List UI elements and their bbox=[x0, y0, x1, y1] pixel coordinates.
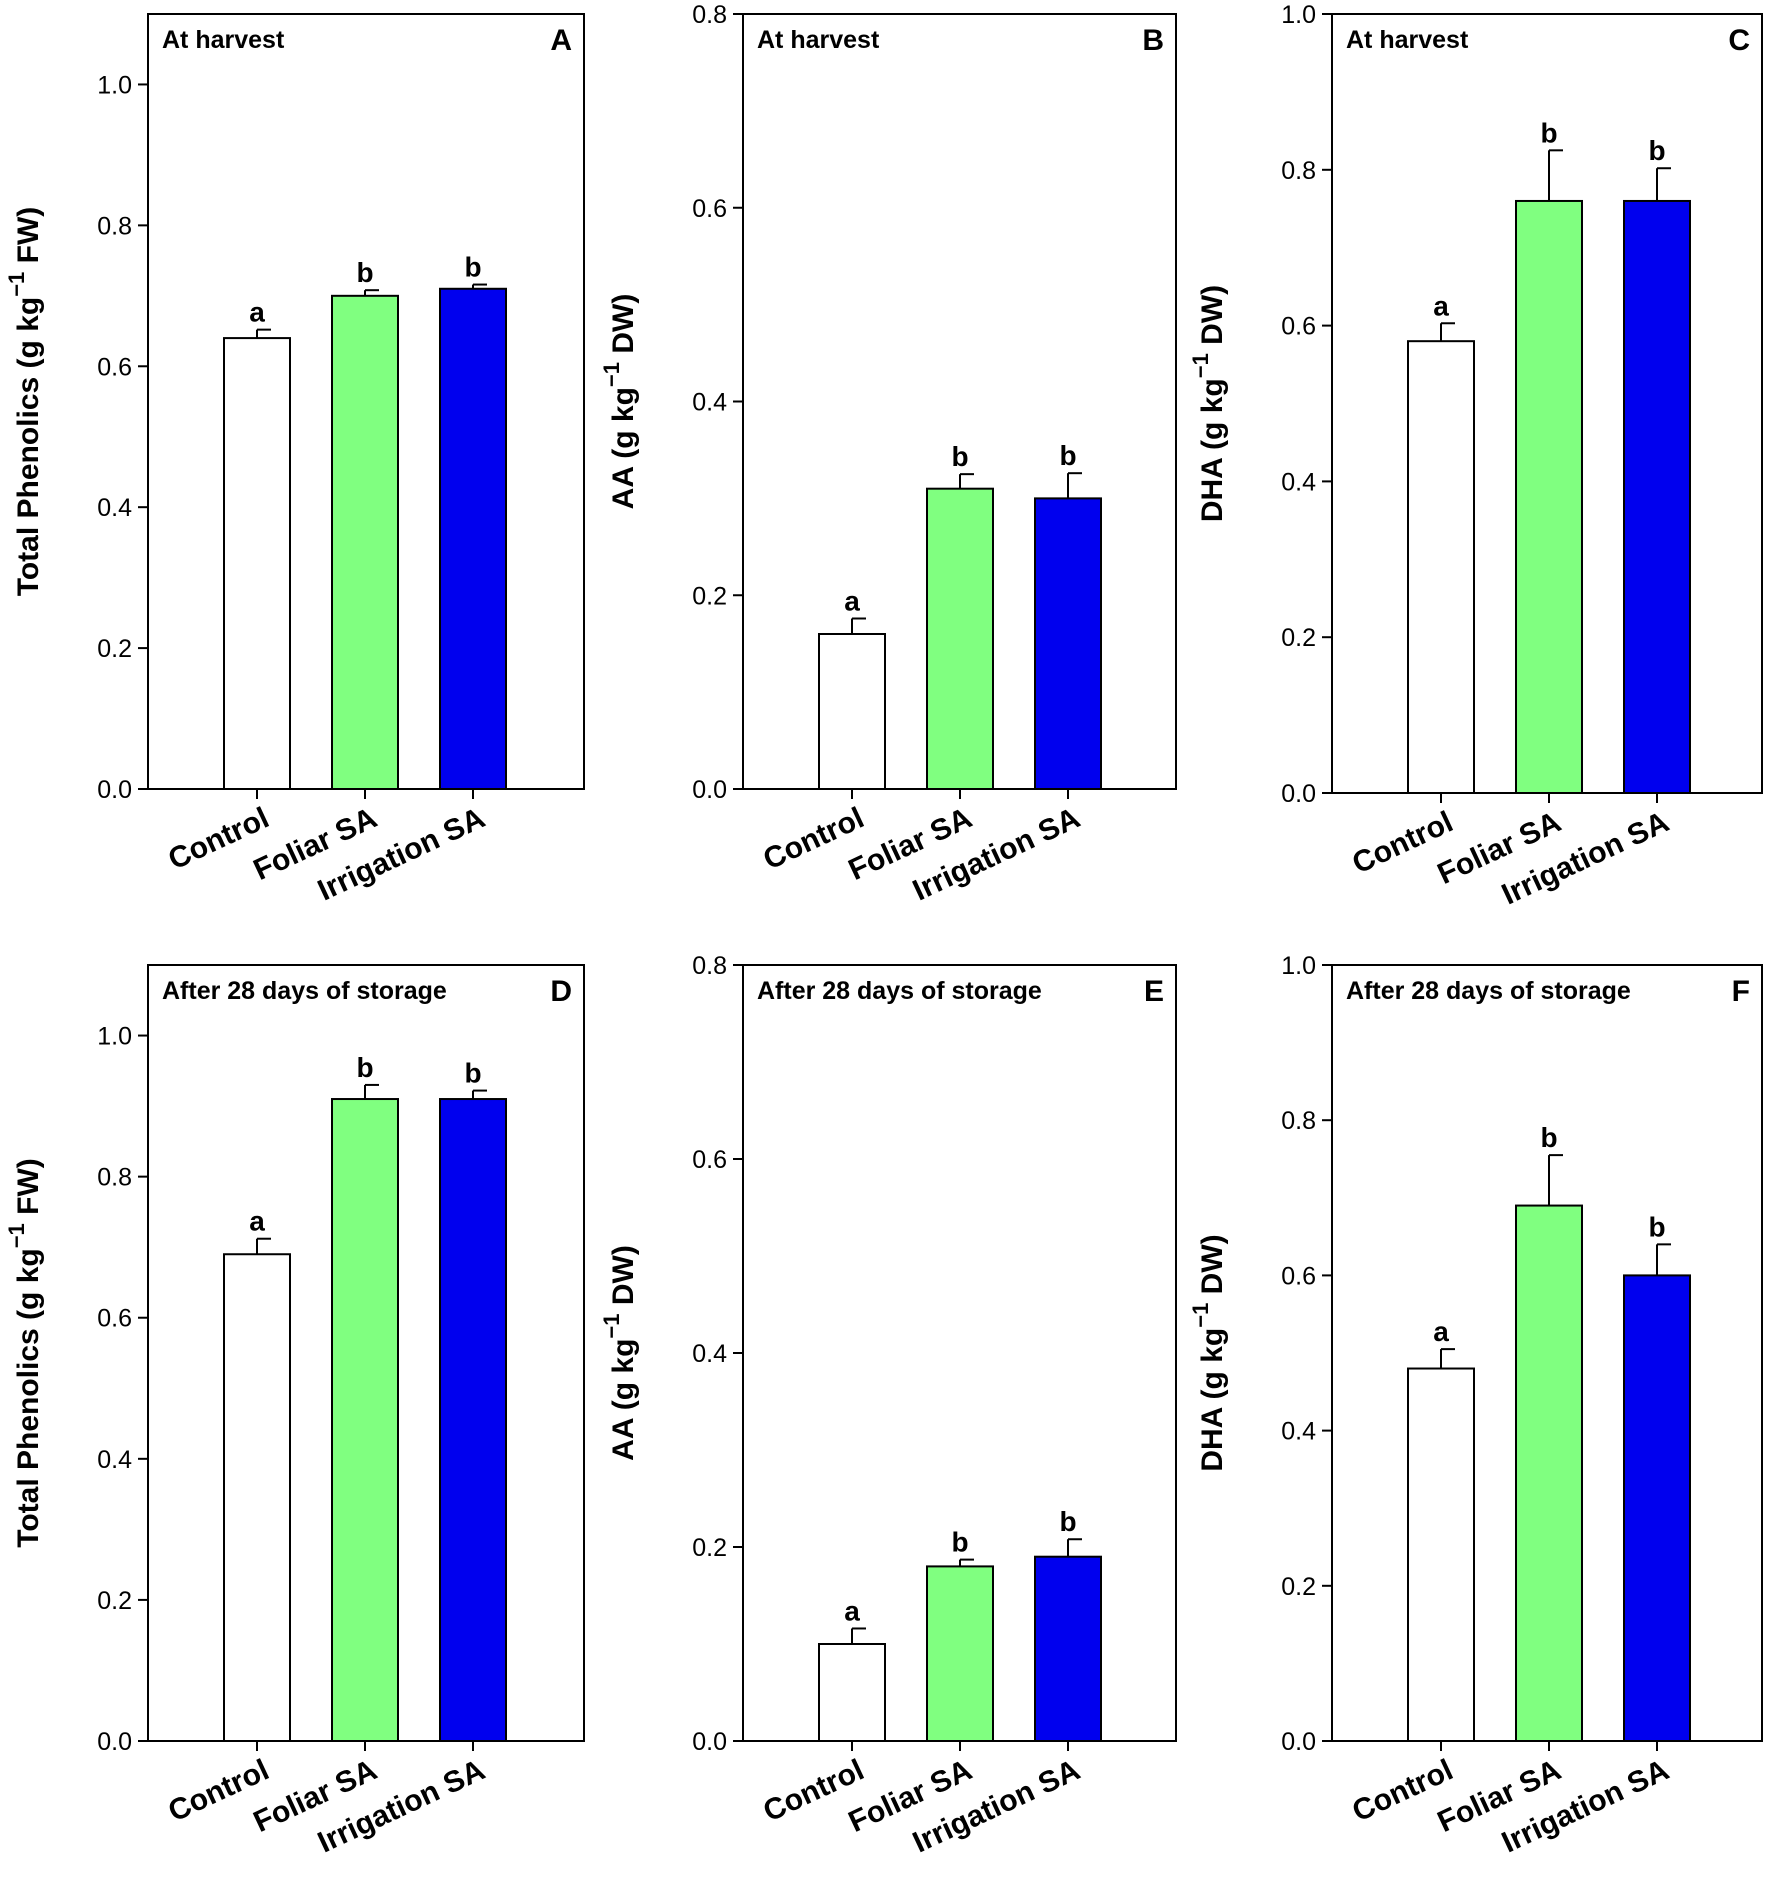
panel-title: After 28 days of storage bbox=[162, 977, 447, 1005]
y-tick-label: 0.2 bbox=[692, 1534, 727, 1562]
y-tick-label: 0.4 bbox=[692, 1340, 727, 1368]
y-tick-label: 0.8 bbox=[1281, 157, 1316, 185]
panel-b: 0.0 0.2 0.4 0.6 0.8 At harvest B AA (g kg−1 DW)… bbox=[599, 1, 1177, 907]
panel-letter: A bbox=[550, 24, 572, 57]
significance-letter: b bbox=[1648, 135, 1665, 166]
panel-letter: D bbox=[550, 975, 572, 1008]
bar-irrigation-sa bbox=[1623, 1274, 1691, 1743]
y-axis-label: AA (g kg−1 DW) bbox=[599, 294, 640, 510]
bar-control bbox=[223, 1253, 291, 1742]
panel-letter: F bbox=[1732, 975, 1750, 1008]
panel-title: After 28 days of storage bbox=[757, 977, 1042, 1005]
significance-letter: a bbox=[249, 1206, 265, 1237]
y-tick-label: 1.0 bbox=[1281, 1, 1316, 29]
significance-letter: b bbox=[356, 257, 373, 288]
panel-e: 0.0 0.2 0.4 0.6 0.8 After 28 days of storage E… bbox=[599, 952, 1177, 1859]
y-tick-label: 0.0 bbox=[692, 776, 727, 804]
y-tick-label: 0.8 bbox=[1281, 1107, 1316, 1135]
significance-letter: a bbox=[844, 586, 860, 617]
bar-control bbox=[1407, 1367, 1475, 1743]
bar-foliar-sa bbox=[331, 294, 399, 790]
y-tick-label: 1.0 bbox=[97, 1023, 132, 1051]
y-axis-label: Total Phenolics (g kg−1 FW) bbox=[4, 1158, 45, 1548]
y-tick-label: 0.6 bbox=[97, 353, 132, 381]
significance-letter: b bbox=[1059, 440, 1076, 471]
significance-letter: a bbox=[844, 1595, 860, 1626]
significance-letter: b bbox=[1648, 1211, 1665, 1242]
bar-control bbox=[818, 1643, 886, 1742]
y-tick-label: 0.6 bbox=[692, 1146, 727, 1174]
significance-letter: b bbox=[464, 1058, 481, 1089]
y-tick-label: 0.8 bbox=[97, 212, 132, 240]
panel-c: 0.0 0.2 0.4 0.6 0.8 1.0 At harvest C DHA (g kg−1… bbox=[1188, 1, 1763, 911]
bar-control bbox=[818, 633, 886, 790]
bar-control bbox=[1407, 340, 1475, 794]
y-tick-label: 0.2 bbox=[1281, 1573, 1316, 1601]
y-tick-label: 0.4 bbox=[692, 389, 727, 417]
y-tick-label: 0.8 bbox=[692, 1, 727, 29]
panel-letter: E bbox=[1144, 975, 1164, 1008]
bar-irrigation-sa bbox=[439, 287, 507, 790]
y-tick-label: 0.8 bbox=[97, 1164, 132, 1192]
panel-letter: B bbox=[1142, 24, 1164, 57]
significance-letter: b bbox=[951, 441, 968, 472]
panel-f: 0.0 0.2 0.4 0.6 0.8 1.0 After 28 days of stora… bbox=[1188, 952, 1763, 1859]
y-tick-label: 0.4 bbox=[1281, 1418, 1316, 1446]
y-tick-label: 0.6 bbox=[1281, 313, 1316, 341]
significance-letter: b bbox=[1059, 1506, 1076, 1537]
y-tick-label: 0.0 bbox=[97, 776, 132, 804]
y-tick-label: 0.0 bbox=[1281, 780, 1316, 808]
panel-title: At harvest bbox=[1346, 26, 1469, 54]
panel-title: At harvest bbox=[757, 26, 880, 54]
y-tick-label: 0.4 bbox=[1281, 468, 1316, 496]
y-tick-label: 0.2 bbox=[97, 635, 132, 663]
y-tick-label: 0.6 bbox=[97, 1305, 132, 1333]
significance-letter: a bbox=[1433, 1316, 1449, 1347]
y-tick-label: 0.0 bbox=[1281, 1728, 1316, 1756]
y-tick-label: 0.4 bbox=[97, 1446, 132, 1474]
significance-letter: b bbox=[1540, 1122, 1557, 1153]
bar-foliar-sa bbox=[1515, 199, 1583, 794]
y-axis-label: DHA (g kg−1 DW) bbox=[1188, 1234, 1229, 1471]
y-tick-label: 0.2 bbox=[692, 582, 727, 610]
bar-irrigation-sa bbox=[1623, 199, 1691, 794]
y-tick-label: 1.0 bbox=[97, 71, 132, 99]
bar-irrigation-sa bbox=[1034, 1555, 1102, 1742]
panel-a: 0.0 0.2 0.4 0.6 0.8 1.0 At harvest A Total Pheno… bbox=[4, 13, 585, 907]
significance-letter: b bbox=[356, 1052, 373, 1083]
significance-letter: a bbox=[249, 297, 265, 328]
y-axis-label: AA (g kg−1 DW) bbox=[599, 1245, 640, 1461]
significance-letter: b bbox=[464, 252, 481, 283]
panel-title: After 28 days of storage bbox=[1346, 977, 1631, 1005]
y-tick-label: 0.0 bbox=[692, 1728, 727, 1756]
significance-letter: b bbox=[951, 1527, 968, 1558]
panel-d: 0.0 0.2 0.4 0.6 0.8 1.0 After 28 days of stora… bbox=[4, 964, 585, 1859]
panel-letter: C bbox=[1728, 24, 1750, 57]
y-tick-label: 0.4 bbox=[97, 494, 132, 522]
bar-foliar-sa bbox=[926, 487, 994, 790]
significance-letter: a bbox=[1433, 290, 1449, 321]
bar-foliar-sa bbox=[331, 1098, 399, 1742]
bar-irrigation-sa bbox=[1034, 497, 1102, 790]
y-tick-label: 1.0 bbox=[1281, 952, 1316, 980]
bar-irrigation-sa bbox=[439, 1098, 507, 1742]
y-tick-label: 0.6 bbox=[692, 195, 727, 223]
y-axis-label: Total Phenolics (g kg−1 FW) bbox=[4, 207, 45, 597]
bar-foliar-sa bbox=[926, 1565, 994, 1743]
bar-foliar-sa bbox=[1515, 1204, 1583, 1743]
y-tick-label: 0.8 bbox=[692, 952, 727, 980]
y-tick-label: 0.2 bbox=[97, 1587, 132, 1615]
bar-control bbox=[223, 337, 291, 790]
y-tick-label: 0.6 bbox=[1281, 1262, 1316, 1290]
y-tick-label: 0.0 bbox=[97, 1728, 132, 1756]
y-tick-label: 0.2 bbox=[1281, 624, 1316, 652]
significance-letter: b bbox=[1540, 117, 1557, 148]
panel-title: At harvest bbox=[162, 26, 285, 54]
y-axis-label: DHA (g kg−1 DW) bbox=[1188, 285, 1229, 522]
